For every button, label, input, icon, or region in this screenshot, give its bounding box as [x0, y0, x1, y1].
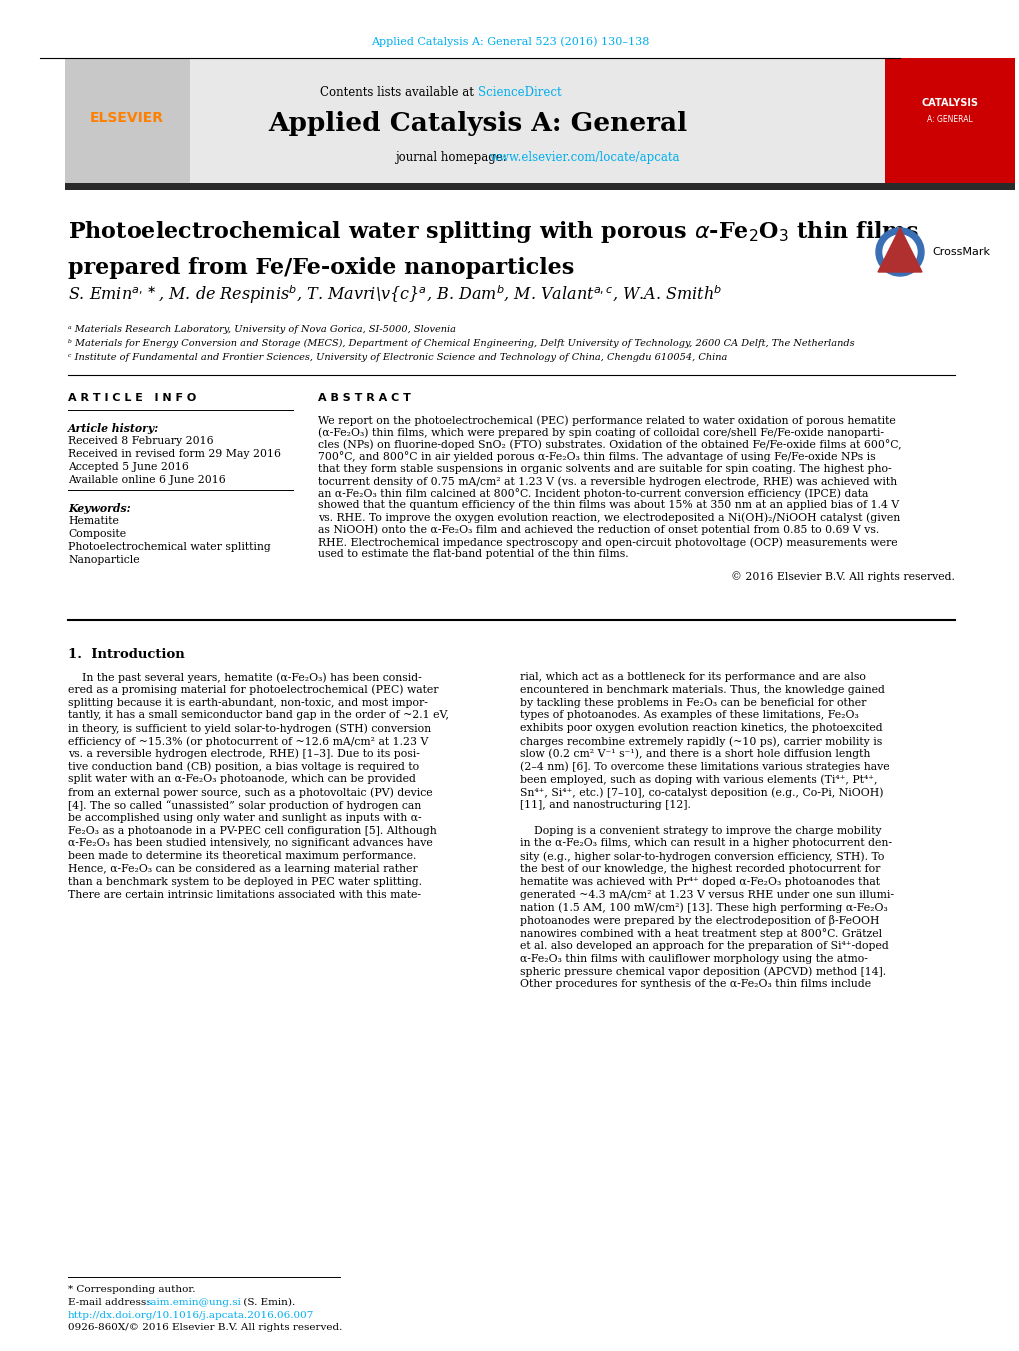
Text: ᶜ Institute of Fundamental and Frontier Sciences, University of Electronic Scien: ᶜ Institute of Fundamental and Frontier …: [68, 353, 727, 362]
Text: http://dx.doi.org/10.1016/j.apcata.2016.06.007: http://dx.doi.org/10.1016/j.apcata.2016.…: [68, 1310, 314, 1320]
Text: tive conduction band (CB) position, a bias voltage is required to: tive conduction band (CB) position, a bi…: [68, 762, 419, 773]
Text: nation (1.5 AM, 100 mW/cm²) [13]. These high performing α-Fe₂O₃: nation (1.5 AM, 100 mW/cm²) [13]. These …: [520, 902, 887, 913]
Text: et al. also developed an approach for the preparation of Si⁴⁺-doped: et al. also developed an approach for th…: [520, 940, 888, 951]
Text: Keywords:: Keywords:: [68, 503, 130, 513]
Text: E-mail address:: E-mail address:: [68, 1298, 153, 1306]
Text: A R T I C L E   I N F O: A R T I C L E I N F O: [68, 393, 196, 403]
Text: split water with an α-Fe₂O₃ photoanode, which can be provided: split water with an α-Fe₂O₃ photoanode, …: [68, 774, 416, 785]
Text: journal homepage:: journal homepage:: [394, 151, 510, 165]
Text: spheric pressure chemical vapor deposition (APCVD) method [14].: spheric pressure chemical vapor depositi…: [520, 966, 886, 977]
Text: Received 8 February 2016: Received 8 February 2016: [68, 436, 213, 446]
Text: sity (e.g., higher solar-to-hydrogen conversion efficiency, STH). To: sity (e.g., higher solar-to-hydrogen con…: [520, 851, 883, 862]
Text: in theory, is sufficient to yield solar-to-hydrogen (STH) conversion: in theory, is sufficient to yield solar-…: [68, 723, 431, 734]
Text: rial, which act as a bottleneck for its performance and are also: rial, which act as a bottleneck for its …: [520, 671, 865, 682]
Text: photoanodes were prepared by the electrodeposition of β-FeOOH: photoanodes were prepared by the electro…: [520, 915, 878, 927]
Text: splitting because it is earth-abundant, non-toxic, and most impor-: splitting because it is earth-abundant, …: [68, 697, 427, 708]
Text: showed that the quantum efficiency of the thin films was about 15% at 350 nm at : showed that the quantum efficiency of th…: [318, 500, 899, 511]
Text: as NiOOH) onto the α-Fe₂O₃ film and achieved the reduction of onset potential fr: as NiOOH) onto the α-Fe₂O₃ film and achi…: [318, 524, 878, 535]
Text: cles (NPs) on fluorine-doped SnO₂ (FTO) substrates. Oxidation of the obtained Fe: cles (NPs) on fluorine-doped SnO₂ (FTO) …: [318, 439, 901, 450]
FancyBboxPatch shape: [65, 182, 1014, 190]
Text: exhibits poor oxygen evolution reaction kinetics, the photoexcited: exhibits poor oxygen evolution reaction …: [520, 723, 881, 734]
Text: tantly, it has a small semiconductor band gap in the order of ~2.1 eV,: tantly, it has a small semiconductor ban…: [68, 711, 448, 720]
Text: RHE. Electrochemical impedance spectroscopy and open-circuit photovoltage (OCP) : RHE. Electrochemical impedance spectrosc…: [318, 536, 897, 547]
Text: been made to determine its theoretical maximum performance.: been made to determine its theoretical m…: [68, 851, 416, 861]
FancyBboxPatch shape: [884, 58, 1014, 182]
Text: Fe₂O₃ as a photoanode in a PV-PEC cell configuration [5]. Although: Fe₂O₃ as a photoanode in a PV-PEC cell c…: [68, 825, 436, 836]
Text: types of photoanodes. As examples of these limitations, Fe₂O₃: types of photoanodes. As examples of the…: [520, 711, 858, 720]
Text: prepared from Fe/Fe-oxide nanoparticles: prepared from Fe/Fe-oxide nanoparticles: [68, 257, 574, 280]
Text: * Corresponding author.: * Corresponding author.: [68, 1285, 196, 1294]
Text: 0926-860X/© 2016 Elsevier B.V. All rights reserved.: 0926-860X/© 2016 Elsevier B.V. All right…: [68, 1323, 342, 1332]
Text: slow (0.2 cm² V⁻¹ s⁻¹), and there is a short hole diffusion length: slow (0.2 cm² V⁻¹ s⁻¹), and there is a s…: [520, 748, 869, 759]
Text: www.elsevier.com/locate/apcata: www.elsevier.com/locate/apcata: [489, 151, 680, 165]
FancyBboxPatch shape: [65, 58, 884, 182]
Text: Photoelectrochemical water splitting with porous $\alpha$-Fe$_2$O$_3$ thin films: Photoelectrochemical water splitting wit…: [68, 219, 918, 245]
Text: tocurrent density of 0.75 mA/cm² at 1.23 V (vs. a reversible hydrogen electrode,: tocurrent density of 0.75 mA/cm² at 1.23…: [318, 476, 897, 486]
Text: encountered in benchmark materials. Thus, the knowledge gained: encountered in benchmark materials. Thus…: [520, 685, 884, 694]
Text: Applied Catalysis A: General: Applied Catalysis A: General: [268, 111, 687, 135]
Text: CrossMark: CrossMark: [931, 247, 989, 257]
Text: Received in revised form 29 May 2016: Received in revised form 29 May 2016: [68, 449, 280, 459]
Text: 1.  Introduction: 1. Introduction: [68, 648, 184, 661]
Text: Composite: Composite: [68, 530, 126, 539]
Text: We report on the photoelectrochemical (PEC) performance related to water oxidati: We report on the photoelectrochemical (P…: [318, 415, 895, 426]
Text: Doping is a convenient strategy to improve the charge mobility: Doping is a convenient strategy to impro…: [520, 825, 880, 836]
Text: Available online 6 June 2016: Available online 6 June 2016: [68, 476, 225, 485]
Text: CATALYSIS: CATALYSIS: [920, 99, 977, 108]
Text: saim.emin@ung.si: saim.emin@ung.si: [145, 1298, 240, 1306]
Text: Nanoparticle: Nanoparticle: [68, 555, 140, 565]
Text: ScienceDirect: ScienceDirect: [478, 86, 561, 100]
Text: vs. RHE. To improve the oxygen evolution reaction, we electrodeposited a Ni(OH)₂: vs. RHE. To improve the oxygen evolution…: [318, 512, 900, 523]
Text: (α-Fe₂O₃) thin films, which were prepared by spin coating of colloidal core/shel: (α-Fe₂O₃) thin films, which were prepare…: [318, 427, 883, 438]
Text: [11], and nanostructuring [12].: [11], and nanostructuring [12].: [520, 800, 690, 811]
Text: nanowires combined with a heat treatment step at 800°C. Grätzel: nanowires combined with a heat treatment…: [520, 928, 881, 939]
Polygon shape: [877, 228, 921, 272]
Text: Contents lists available at: Contents lists available at: [320, 86, 478, 100]
Text: efficiency of ~15.3% (or photocurrent of ~12.6 mA/cm² at 1.23 V: efficiency of ~15.3% (or photocurrent of…: [68, 736, 428, 747]
Text: an α-Fe₂O₃ thin film calcined at 800°C. Incident photon-to-current conversion ef: an α-Fe₂O₃ thin film calcined at 800°C. …: [318, 488, 867, 499]
Text: α-Fe₂O₃ has been studied intensively, no significant advances have: α-Fe₂O₃ has been studied intensively, no…: [68, 839, 432, 848]
Text: vs. a reversible hydrogen electrode, RHE) [1–3]. Due to its posi-: vs. a reversible hydrogen electrode, RHE…: [68, 748, 420, 759]
FancyBboxPatch shape: [65, 58, 190, 182]
Text: A B S T R A C T: A B S T R A C T: [318, 393, 411, 403]
Text: Article history:: Article history:: [68, 423, 159, 434]
Text: Applied Catalysis A: General 523 (2016) 130–138: Applied Catalysis A: General 523 (2016) …: [371, 36, 648, 47]
Text: Hence, α-Fe₂O₃ can be considered as a learning material rather: Hence, α-Fe₂O₃ can be considered as a le…: [68, 865, 417, 874]
Text: S. Emin$^{a,\ast}$, M. de Respinis$^{b}$, T. Mavri\v{c}$^{a}$, B. Dam$^{b}$, M. : S. Emin$^{a,\ast}$, M. de Respinis$^{b}$…: [68, 284, 721, 307]
Circle shape: [875, 228, 923, 276]
Text: used to estimate the flat-band potential of the thin films.: used to estimate the flat-band potential…: [318, 550, 628, 559]
Text: the best of our knowledge, the highest recorded photocurrent for: the best of our knowledge, the highest r…: [520, 865, 879, 874]
Text: © 2016 Elsevier B.V. All rights reserved.: © 2016 Elsevier B.V. All rights reserved…: [731, 571, 954, 582]
Text: that they form stable suspensions in organic solvents and are suitable for spin : that they form stable suspensions in org…: [318, 463, 891, 474]
Text: There are certain intrinsic limitations associated with this mate-: There are certain intrinsic limitations …: [68, 889, 421, 900]
Text: be accomplished using only water and sunlight as inputs with α-: be accomplished using only water and sun…: [68, 813, 421, 823]
Text: (2–4 nm) [6]. To overcome these limitations various strategies have: (2–4 nm) [6]. To overcome these limitati…: [520, 762, 889, 773]
Text: In the past several years, hematite (α-Fe₂O₃) has been consid-: In the past several years, hematite (α-F…: [68, 671, 421, 682]
Text: Sn⁴⁺, Si⁴⁺, etc.) [7–10], co-catalyst deposition (e.g., Co-Pi, NiOOH): Sn⁴⁺, Si⁴⁺, etc.) [7–10], co-catalyst de…: [520, 788, 882, 797]
Text: α-Fe₂O₃ thin films with cauliflower morphology using the atmo-: α-Fe₂O₃ thin films with cauliflower morp…: [520, 954, 867, 963]
Text: charges recombine extremely rapidly (~10 ps), carrier mobility is: charges recombine extremely rapidly (~10…: [520, 736, 881, 747]
Text: 700°C, and 800°C in air yielded porous α-Fe₂O₃ thin films. The advantage of usin: 700°C, and 800°C in air yielded porous α…: [318, 451, 874, 462]
Text: ᵇ Materials for Energy Conversion and Storage (MECS), Department of Chemical Eng: ᵇ Materials for Energy Conversion and St…: [68, 339, 854, 349]
Text: by tackling these problems in Fe₂O₃ can be beneficial for other: by tackling these problems in Fe₂O₃ can …: [520, 697, 865, 708]
Text: ered as a promising material for photoelectrochemical (PEC) water: ered as a promising material for photoel…: [68, 685, 438, 696]
Text: in the α-Fe₂O₃ films, which can result in a higher photocurrent den-: in the α-Fe₂O₃ films, which can result i…: [520, 839, 892, 848]
Text: been employed, such as doping with various elements (Ti⁴⁺, Pt⁴⁺,: been employed, such as doping with vario…: [520, 774, 876, 785]
Text: ELSEVIER: ELSEVIER: [90, 111, 164, 126]
Text: Other procedures for synthesis of the α-Fe₂O₃ thin films include: Other procedures for synthesis of the α-…: [520, 979, 870, 989]
Text: ᵃ Materials Research Laboratory, University of Nova Gorica, SI-5000, Slovenia: ᵃ Materials Research Laboratory, Univers…: [68, 326, 455, 334]
Text: [4]. The so called “unassisted” solar production of hydrogen can: [4]. The so called “unassisted” solar pr…: [68, 800, 421, 811]
Text: A: GENERAL: A: GENERAL: [926, 115, 972, 124]
Text: (S. Emin).: (S. Emin).: [239, 1298, 294, 1306]
Text: generated ~4.3 mA/cm² at 1.23 V versus RHE under one sun illumi-: generated ~4.3 mA/cm² at 1.23 V versus R…: [520, 889, 893, 900]
Text: Hematite: Hematite: [68, 516, 119, 526]
Text: hematite was achieved with Pr⁴⁺ doped α-Fe₂O₃ photoanodes that: hematite was achieved with Pr⁴⁺ doped α-…: [520, 877, 879, 886]
Circle shape: [882, 235, 916, 269]
Text: Accepted 5 June 2016: Accepted 5 June 2016: [68, 462, 189, 471]
Text: than a benchmark system to be deployed in PEC water splitting.: than a benchmark system to be deployed i…: [68, 877, 422, 886]
Text: Photoelectrochemical water splitting: Photoelectrochemical water splitting: [68, 542, 270, 553]
Text: from an external power source, such as a photovoltaic (PV) device: from an external power source, such as a…: [68, 788, 432, 797]
